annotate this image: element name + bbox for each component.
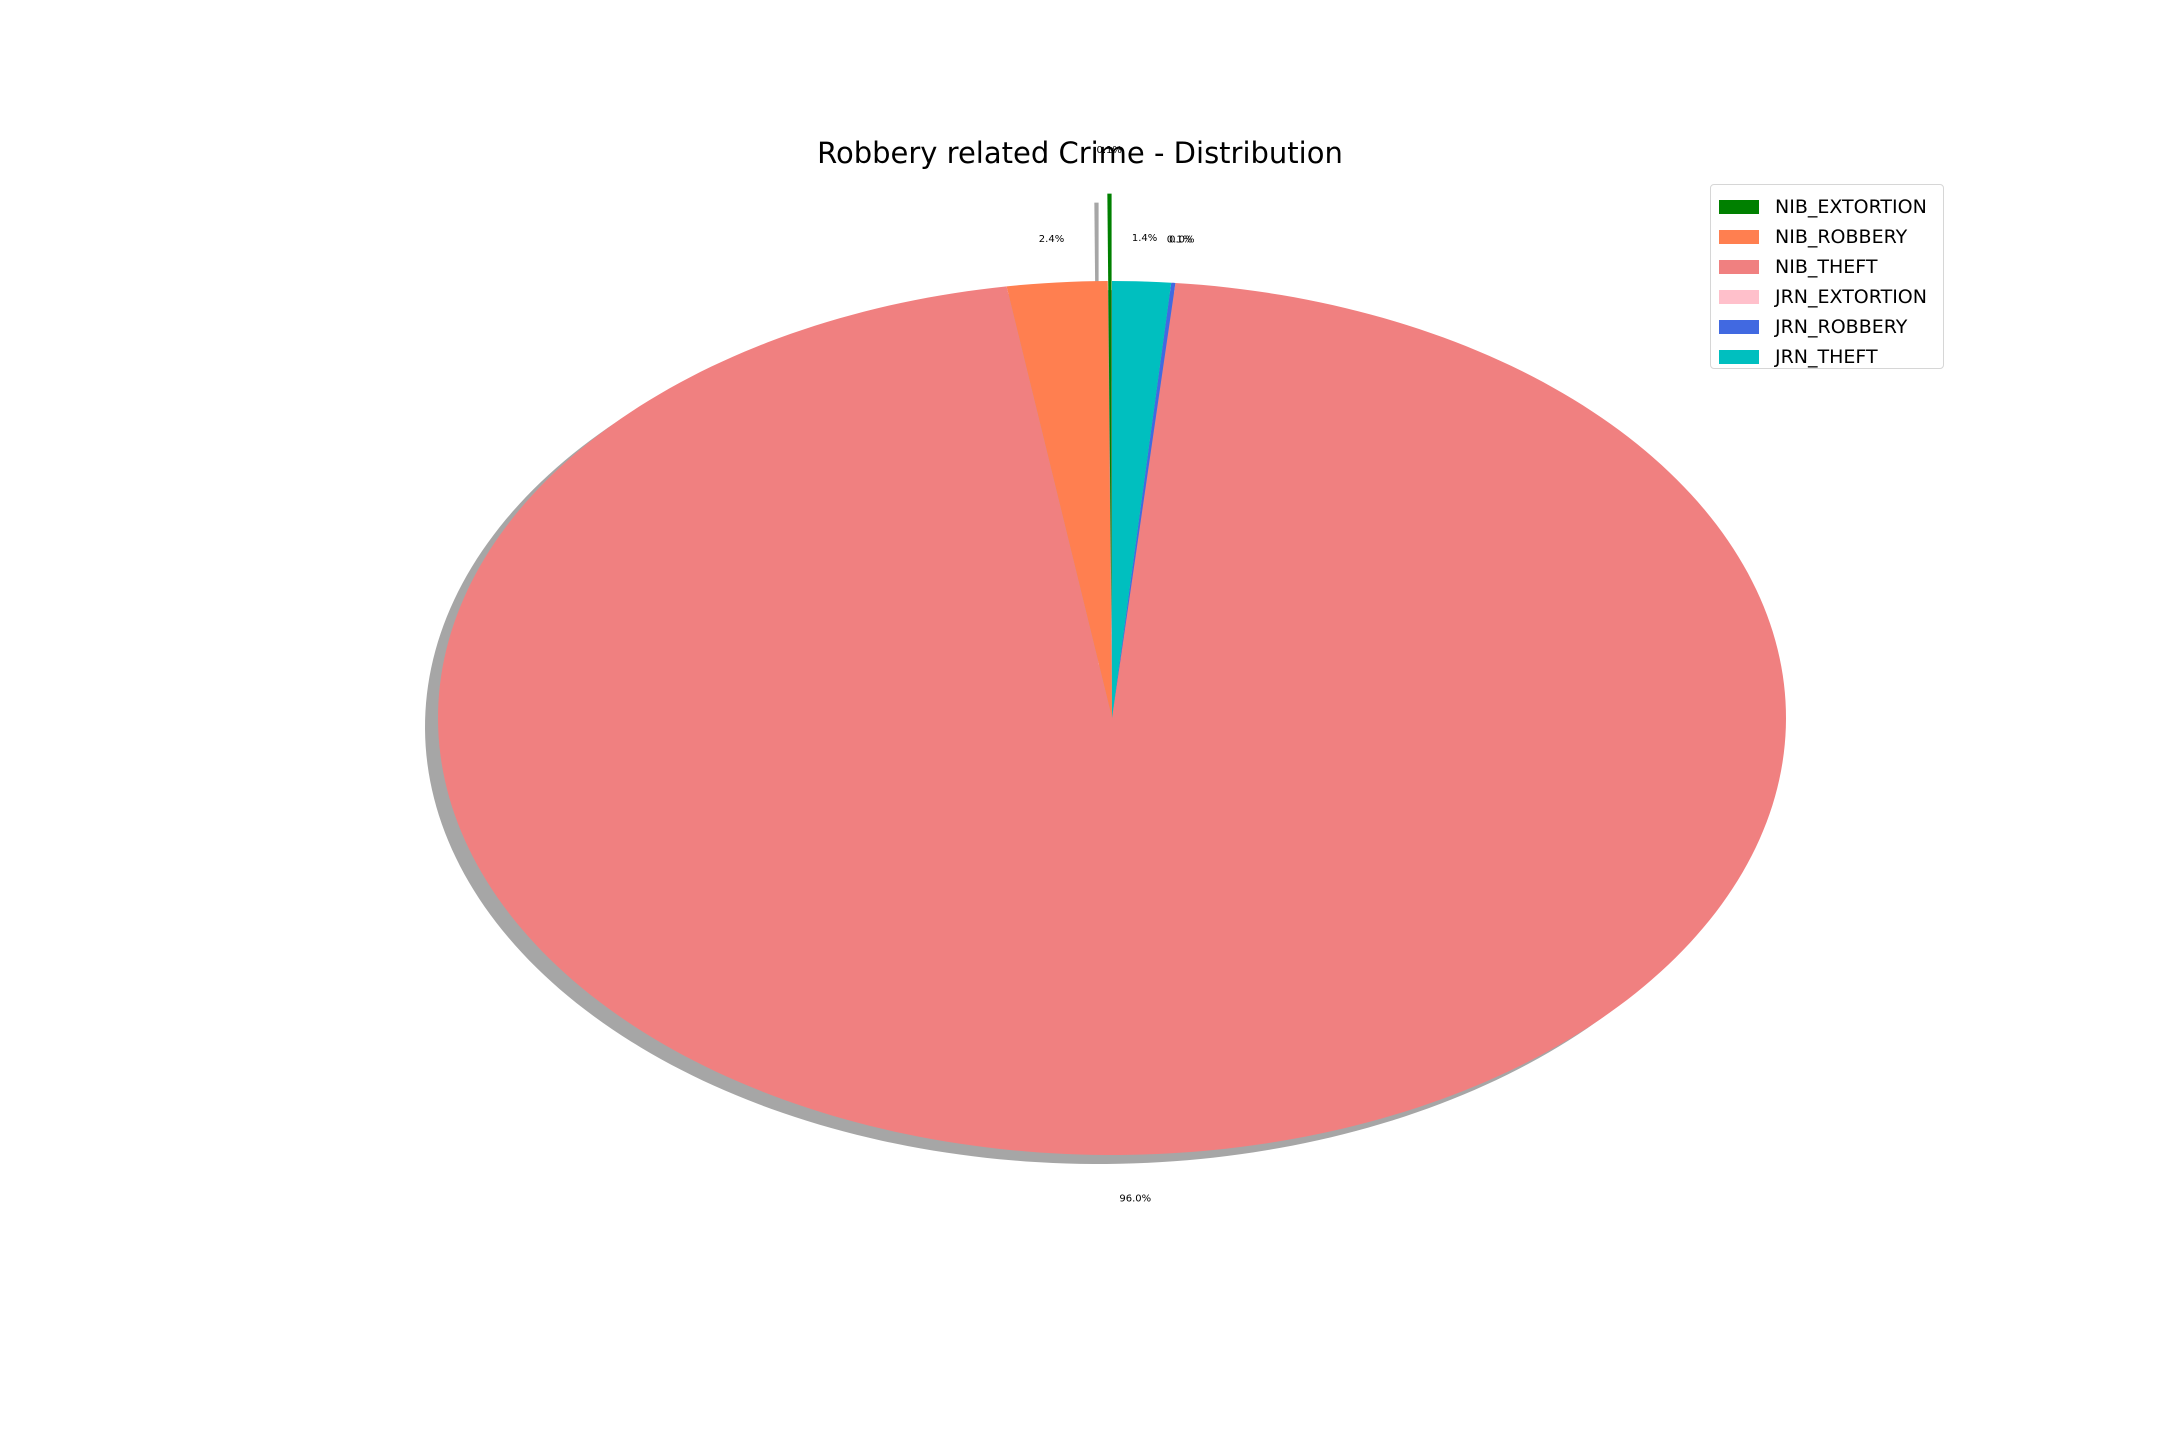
legend-item-jrn-robbery: JRN_ROBBERY [1711,312,1943,342]
legend-label-jrn-extortion: JRN_EXTORTION [1775,286,1927,308]
pie-label-layer: 0.1%2.4%96.0%0.0%0.1%1.4% [1039,145,1195,1205]
slice-nib-theft [438,282,1786,1155]
slice-jrn-robbery [1112,282,1176,718]
legend-item-nib-theft: NIB_THEFT [1711,252,1943,282]
legend-label-jrn-theft: JRN_THEFT [1775,346,1878,368]
legend: NIB_EXTORTION NIB_ROBBERY NIB_THEFT JRN_EXT… [1710,184,1944,369]
legend-swatch-jrn-theft [1719,350,1759,364]
slice-jrn-theft [1112,281,1172,718]
pie-slice-layer [438,193,1786,1155]
legend-swatch-nib-extortion [1719,200,1759,214]
legend-item-jrn-extortion: JRN_EXTORTION [1711,282,1943,312]
pct-label-nib-theft: 96.0% [1119,1194,1151,1205]
pct-label-jrn-robbery: 0.1% [1167,234,1192,245]
legend-swatch-nib-robbery [1719,230,1759,244]
legend-swatch-nib-theft [1719,260,1759,274]
legend-item-jrn-theft: JRN_THEFT [1711,342,1943,372]
legend-item-nib-extortion: NIB_EXTORTION [1711,192,1943,222]
slice-nib-extortion [1107,193,1112,631]
legend-item-nib-robbery: NIB_ROBBERY [1711,222,1943,252]
legend-label-nib-theft: NIB_THEFT [1775,256,1878,278]
pct-label-jrn-extortion: 0.0% [1169,234,1194,245]
slice-nib-robbery [1006,281,1112,718]
legend-swatch-jrn-extortion [1719,290,1759,304]
legend-label-nib-extortion: NIB_EXTORTION [1775,196,1927,218]
legend-label-nib-robbery: NIB_ROBBERY [1775,226,1908,248]
pct-label-nib-extortion: 0.1% [1096,145,1121,156]
pct-label-nib-robbery: 2.4% [1039,234,1064,245]
legend-swatch-jrn-robbery [1719,320,1759,334]
chart-title: Robbery related Crime - Distribution [817,136,1343,170]
pct-label-jrn-theft: 1.4% [1132,233,1157,244]
legend-label-jrn-robbery: JRN_ROBBERY [1775,316,1908,338]
